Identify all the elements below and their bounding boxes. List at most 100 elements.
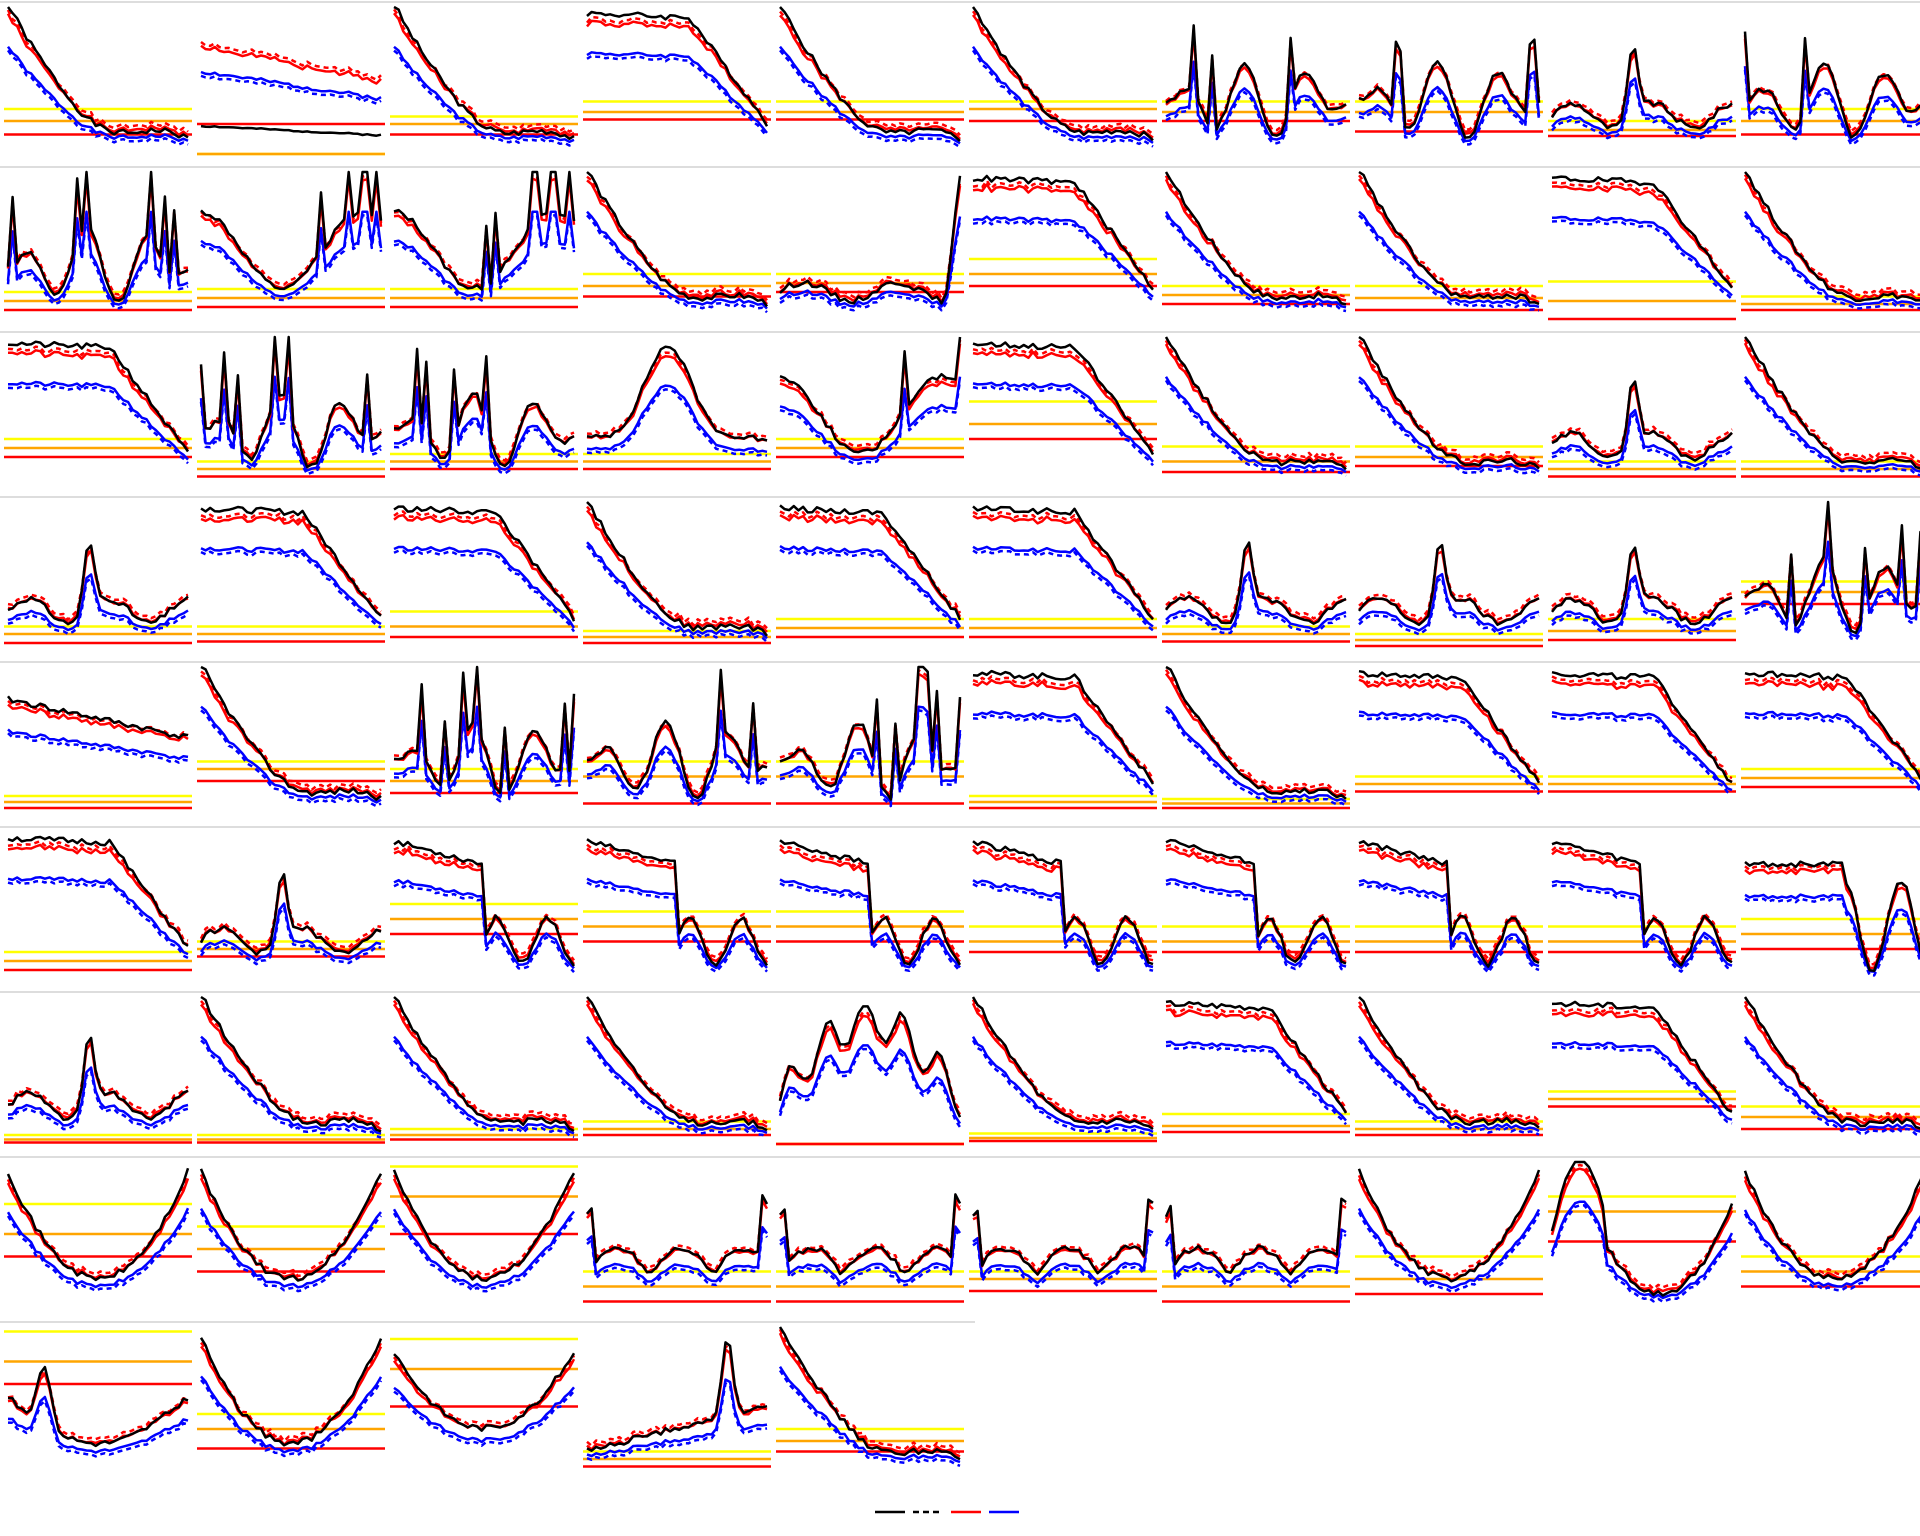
red-dashed-series: [1358, 174, 1540, 300]
blue-series: [393, 1035, 575, 1135]
blue-series: [586, 541, 768, 640]
panel: [197, 335, 385, 478]
blue-series: [7, 1066, 189, 1127]
black-series: [586, 1341, 768, 1452]
blue-dashed-series: [199, 379, 382, 476]
red-series: [586, 1348, 768, 1451]
black-series: [393, 996, 575, 1133]
red-dashed-series: [585, 999, 768, 1125]
red-series: [200, 44, 382, 85]
panel: [1548, 175, 1736, 321]
panel: [197, 873, 385, 966]
blue-series: [586, 1036, 768, 1134]
blue-series: [971, 1036, 1154, 1134]
blue-series: [1551, 1040, 1733, 1121]
blue-series: [6, 1207, 190, 1289]
red-series: [392, 1178, 576, 1280]
blue-series: [972, 1229, 1154, 1285]
blue-dashed-series: [392, 1212, 575, 1293]
red-dashed-series: [1743, 338, 1920, 464]
black-series: [779, 504, 962, 621]
red-dashed-series: [972, 675, 1155, 780]
blue-series: [1744, 893, 1920, 973]
blue-series: [7, 380, 189, 461]
blue-series: [1165, 705, 1347, 803]
panel: [1548, 380, 1736, 478]
red-series: [1743, 177, 1920, 301]
blue-dashed-series: [779, 1229, 962, 1288]
black-series: [1551, 1000, 1733, 1113]
blue-series: [972, 879, 1154, 969]
red-series: [1357, 1004, 1540, 1126]
panel: [1548, 546, 1736, 642]
blue-dashed-series: [1744, 714, 1920, 793]
panel: [1355, 669, 1543, 795]
panel: [583, 1194, 771, 1303]
blue-series: [778, 1366, 961, 1464]
blue-dashed-series: [6, 214, 189, 310]
blue-series: [1743, 1209, 1920, 1288]
panel: [583, 501, 771, 645]
panel: [969, 1198, 1157, 1293]
black-series: [779, 839, 962, 966]
black-series: [1358, 38, 1541, 139]
black-series: [1165, 24, 1347, 137]
panel: [776, 1326, 964, 1467]
blue-dashed-series: [971, 1039, 1154, 1137]
red-dashed-series: [1358, 339, 1540, 464]
blue-dashed-series: [1743, 379, 1920, 477]
blue-series: [779, 1225, 962, 1285]
red-series: [586, 677, 768, 798]
blue-dashed-series: [1164, 214, 1347, 313]
panel: [1355, 170, 1543, 312]
blue-dashed-series: [1165, 709, 1347, 807]
blue-series: [1743, 65, 1920, 143]
black-series: [1358, 543, 1540, 627]
red-series: [7, 349, 189, 451]
red-series: [393, 513, 576, 620]
row-separators: [0, 1, 1920, 1323]
black-series: [1551, 380, 1733, 462]
black-series: [6, 170, 189, 302]
black-series: [1358, 335, 1540, 470]
panel: [197, 1168, 385, 1293]
blue-series: [1550, 1200, 1734, 1300]
black-series: [392, 1169, 576, 1283]
red-series: [972, 183, 1154, 289]
panel: [197, 505, 385, 643]
blue-series: [778, 1044, 962, 1125]
panel: [4, 1036, 192, 1144]
blue-dashed-series: [200, 1039, 382, 1139]
red-dashed-series: [200, 511, 382, 613]
blue-dashed-series: [199, 906, 382, 966]
blue-series: [7, 728, 189, 761]
black-series: [779, 336, 962, 454]
red-dashed-series: [971, 10, 1154, 136]
blue-dashed-series: [1358, 576, 1540, 636]
red-dashed-series: [7, 345, 189, 447]
panel: [1162, 1000, 1350, 1134]
black-series: [972, 505, 1154, 621]
red-dashed-series: [200, 40, 382, 81]
blue-dashed-series: [778, 1369, 961, 1467]
panel: [390, 1165, 578, 1293]
blue-dashed-series: [586, 1039, 768, 1138]
black-series: [7, 835, 189, 947]
blue-series: [1358, 879, 1540, 970]
panel: [390, 5, 578, 147]
black-series: [6, 1167, 190, 1282]
panel: [4, 1167, 192, 1292]
black-series: [1550, 1160, 1734, 1297]
panel: [1548, 48, 1736, 140]
red-dashed-series: [1551, 181, 1734, 284]
blue-series: [200, 705, 382, 804]
red-series: [1165, 1008, 1348, 1113]
red-dashed-series: [778, 1328, 961, 1454]
black-series: [1164, 541, 1347, 625]
panel: [4, 695, 192, 810]
panel: [1741, 500, 1920, 642]
blue-series: [779, 545, 962, 628]
blue-series: [7, 875, 189, 956]
blue-dashed-series: [1744, 897, 1920, 977]
red-dashed-series: [1164, 1200, 1347, 1272]
